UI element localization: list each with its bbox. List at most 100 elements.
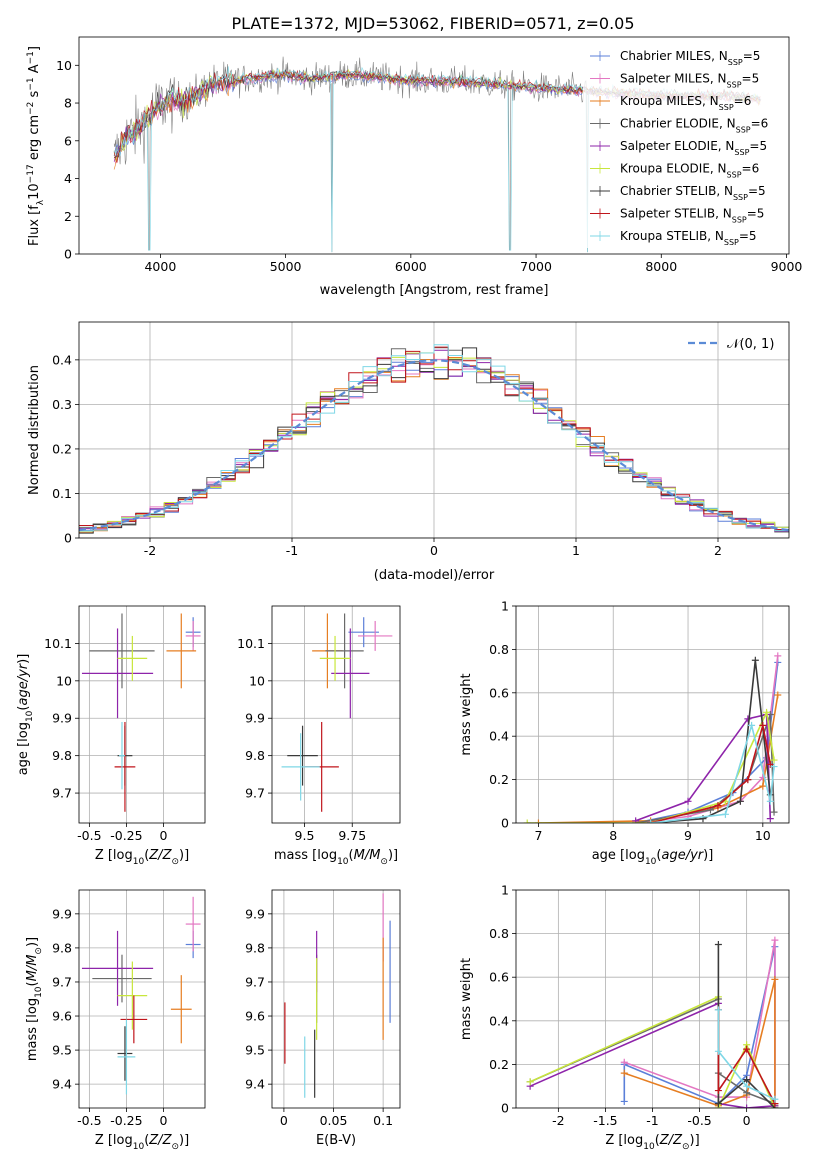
legend-count: =5 xyxy=(748,184,766,198)
x-tick-label: 2 xyxy=(714,543,722,558)
x-tick-label: -2 xyxy=(552,1113,564,1128)
weight-marker xyxy=(684,797,692,805)
label-part: Flux [f xyxy=(27,205,42,246)
y-tick-label: 10.1 xyxy=(44,636,72,651)
y-tick-label: 8 xyxy=(64,96,72,111)
x-tick-label: 10 xyxy=(755,828,771,843)
weight-marker xyxy=(743,1104,751,1108)
x-tick-label: 0 xyxy=(160,828,168,843)
x-tick-label: 0.1 xyxy=(373,1113,393,1128)
label-part: λ xyxy=(36,199,46,205)
legend-entry: Chabrier ELODIE, NSSP=6 xyxy=(620,117,768,135)
plot-area xyxy=(79,322,789,538)
weight-marker xyxy=(632,817,640,823)
y-tick-label: 9.8 xyxy=(245,748,265,763)
weight-marker xyxy=(759,721,767,729)
x-tick-label: -0.5 xyxy=(77,828,101,843)
weight-marker xyxy=(770,756,778,764)
legend-count: =6 xyxy=(751,117,769,131)
weight-marker xyxy=(534,819,542,823)
spectrum-legend: Chabrier MILES, NSSP=5 Salpeter MILES, N S… xyxy=(583,41,788,248)
label-part: −17 xyxy=(26,164,36,183)
weight-marker xyxy=(771,936,779,944)
label-part: A xyxy=(27,64,42,77)
weight-marker xyxy=(748,721,756,729)
weight-marker xyxy=(743,1076,751,1084)
y-tick-label: 0.4 xyxy=(52,352,72,367)
legend-entry: Chabrier MILES, NSSP=5 xyxy=(620,49,760,67)
y-tick-label: 10 xyxy=(56,58,72,73)
label-part: Z/Z xyxy=(659,1133,683,1148)
plot-area xyxy=(516,606,789,823)
label-part: ( xyxy=(144,848,149,863)
weight-marker xyxy=(526,1078,534,1086)
axes-massweight_vs_z: -2 -1.5 -1 -0.5 0 0 0.2 0.4 0.6 0.8 1 Z [log10(Z/Z⊙… xyxy=(459,883,790,1152)
weight-marker xyxy=(523,819,531,823)
weight-marker xyxy=(743,1045,751,1053)
legend-text: Kroupa STELIB, N xyxy=(620,229,724,243)
label-part: 10 xyxy=(133,1142,145,1152)
weight-marker xyxy=(620,1097,628,1105)
label-part: Z/Z xyxy=(148,1133,172,1148)
y-tick-label: 0.3 xyxy=(52,397,72,412)
legend-text: Salpeter ELODIE, N xyxy=(620,139,734,153)
x-tick-label: 8 xyxy=(609,828,617,843)
weight-marker xyxy=(744,715,752,723)
y-tick-label: 0 xyxy=(501,1101,509,1116)
weight-marker xyxy=(714,1006,722,1014)
legend-count: =5 xyxy=(742,72,760,86)
x-tick-label: 9 xyxy=(684,828,692,843)
label-part: Z [log xyxy=(95,848,133,863)
x-tick-label: 0.05 xyxy=(320,1113,348,1128)
x-axis-label: Z [log10(Z/Z⊙)] xyxy=(605,1133,699,1152)
x-axis-label: mass [log10(M/M⊙)] xyxy=(274,848,398,867)
x-tick-label: 7 xyxy=(534,828,542,843)
label-part: )] xyxy=(179,1133,189,1148)
label-part: ( xyxy=(25,981,40,986)
x-tick-label: 6000 xyxy=(395,259,427,274)
label-part: 10 xyxy=(645,857,657,867)
weight-marker xyxy=(763,708,771,716)
label-part: )] xyxy=(179,848,189,863)
weight-marker xyxy=(770,808,778,816)
y-axis-label: Flux [fλ10−17 erg cm−2 s−1 A−1] xyxy=(26,46,46,246)
y-tick-label: 0.2 xyxy=(52,441,72,456)
y-tick-label: 10.1 xyxy=(237,636,265,651)
label-part: ⊙ xyxy=(171,1142,179,1152)
y-tick-label: 0.8 xyxy=(489,926,509,941)
label-part: 10 xyxy=(133,857,145,867)
label-part: −1 xyxy=(26,51,36,64)
legend-entry: 𝒩(0, 1) xyxy=(727,337,774,352)
y-tick-label: 0.2 xyxy=(489,772,509,787)
axes-mass_vs_ebv: 0 0.05 0.1 9.4 9.5 9.6 9.7 9.8 9.9 E(B-V) xyxy=(245,889,401,1148)
x-tick-label: 9.5 xyxy=(295,828,315,843)
plot-area xyxy=(79,890,205,1108)
legend-box xyxy=(583,41,788,248)
x-tick-label: 9.75 xyxy=(338,828,366,843)
label-part: −1 xyxy=(26,77,36,90)
label-part: 10 xyxy=(27,183,42,200)
label-part: 10 xyxy=(34,986,44,998)
weight-marker xyxy=(774,652,782,660)
label-part: )] xyxy=(16,654,31,664)
y-tick-label: 9.9 xyxy=(245,711,265,726)
weight-marker xyxy=(743,1082,751,1090)
legend-text: Salpeter MILES, N xyxy=(620,72,727,86)
legend-text: Kroupa ELODIE, N xyxy=(620,162,727,176)
y-tick-label: 9.8 xyxy=(245,940,265,955)
y-tick-label: 9.7 xyxy=(245,974,265,989)
x-tick-label: -0.25 xyxy=(110,828,142,843)
label-part: 10 xyxy=(643,1142,655,1152)
label-part: mass [log xyxy=(274,848,337,863)
label-part: )] xyxy=(703,848,713,863)
weight-marker xyxy=(743,1089,751,1097)
legend-subscript: SSP xyxy=(736,125,751,134)
x-axis-label: Z [log10(Z/Z⊙)] xyxy=(95,848,189,867)
y-tick-label: 0 xyxy=(64,247,72,262)
y-tick-label: 2 xyxy=(64,209,72,224)
x-tick-label: 4000 xyxy=(144,259,176,274)
label-part: ( xyxy=(16,706,31,711)
y-axis-label: age [log10(age/yr)] xyxy=(16,654,35,776)
